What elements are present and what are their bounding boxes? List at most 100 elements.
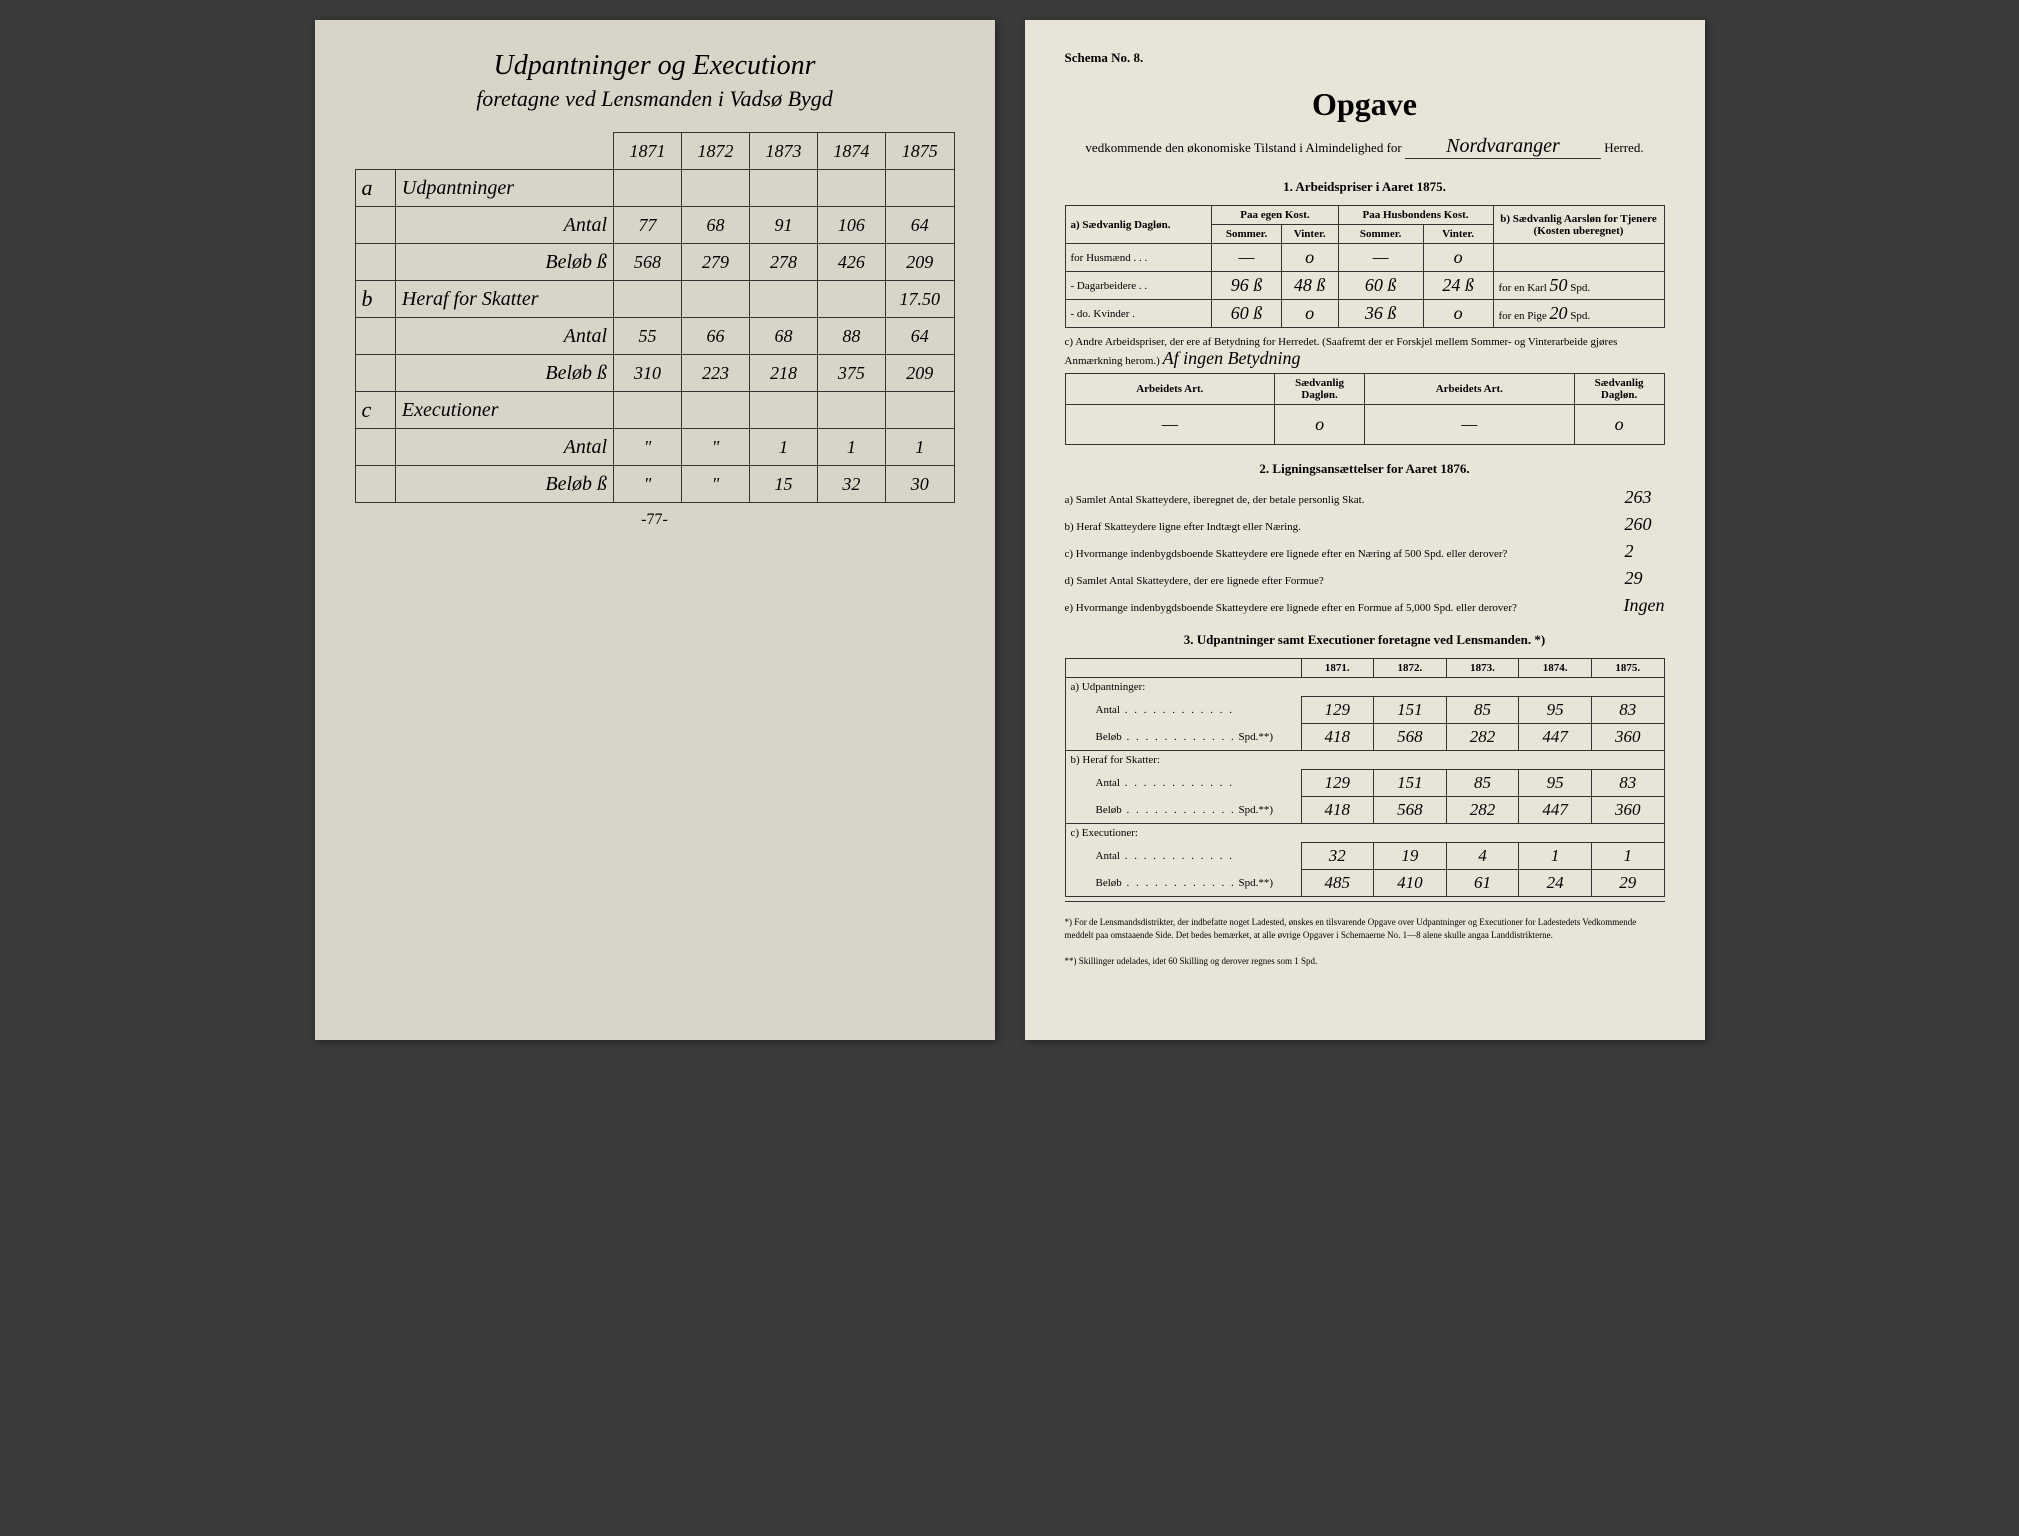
cell: 568 <box>1374 797 1447 824</box>
cell: 282 <box>1446 797 1519 824</box>
cell: 129 <box>1301 697 1374 724</box>
cell: 95 <box>1519 697 1592 724</box>
subtitle-line: vedkommende den økonomiske Tilstand i Al… <box>1065 135 1665 159</box>
cell: 485 <box>1301 870 1374 897</box>
cell: 209 <box>885 244 954 281</box>
row-label: - Dagarbeidere . . <box>1065 272 1212 300</box>
lig-line: c) Hvormange indenbygdsboende Skatteyder… <box>1065 541 1665 562</box>
execution-table: 1871. 1872. 1873. 1874. 1875. a) Udpantn… <box>1065 658 1665 897</box>
cell: 568 <box>614 244 682 281</box>
cell: o <box>1574 405 1664 445</box>
cell: 61 <box>1446 870 1519 897</box>
cell: 30 <box>885 466 954 503</box>
year-header: 1874. <box>1519 659 1592 678</box>
cell: 1 <box>885 429 954 466</box>
cell: for en Pige 20 Spd. <box>1493 300 1664 328</box>
th-vinter: Vinter. <box>1281 225 1338 244</box>
section-heading: Executioner <box>395 392 613 429</box>
work-prices-table: a) Sædvanlig Dagløn. Paa egen Kost. Paa … <box>1065 205 1665 328</box>
footnote-1: *) For de Lensmandsdistrikter, der indbe… <box>1065 916 1665 941</box>
th-husb: Paa Husbondens Kost. <box>1338 206 1493 225</box>
cell <box>1493 244 1664 272</box>
cell: 410 <box>1374 870 1447 897</box>
group-head: b) Heraf for Skatter: <box>1065 751 1664 770</box>
cell: 360 <box>1591 797 1664 824</box>
schema-number: Schema No. 8. <box>1065 50 1665 66</box>
row-label: Antal <box>1065 697 1301 724</box>
cell: 32 <box>1301 843 1374 870</box>
cell: 24 ß <box>1423 272 1493 300</box>
cell: 360 <box>1591 724 1664 751</box>
year-header: 1875 <box>885 133 954 170</box>
year-header: 1872. <box>1374 659 1447 678</box>
cell: 29 <box>1591 870 1664 897</box>
section-heading: Heraf for Skatter <box>395 281 613 318</box>
cell: o <box>1423 244 1493 272</box>
cell: 310 <box>614 355 682 392</box>
th-art: Arbeidets Art. <box>1065 374 1275 405</box>
cell: 48 ß <box>1281 272 1338 300</box>
row-label: Beløb ß <box>395 244 613 281</box>
th-daglon: a) Sædvanlig Dagløn. <box>1065 206 1212 244</box>
th-vinter: Vinter. <box>1423 225 1493 244</box>
note-c-hand: Af ingen Betydning <box>1163 348 1301 368</box>
row-label: Antal <box>395 429 613 466</box>
th-egen: Paa egen Kost. <box>1212 206 1338 225</box>
row-label: Beløb Spd.**) <box>1065 724 1301 751</box>
row-label: Antal <box>1065 770 1301 797</box>
section2-title: 2. Ligningsansættelser for Aaret 1876. <box>1065 461 1665 477</box>
footnote-2: **) Skillinger udelades, idet 60 Skillin… <box>1065 955 1665 968</box>
cell: 418 <box>1301 797 1374 824</box>
cell: 91 <box>749 207 817 244</box>
cell: 83 <box>1591 697 1664 724</box>
lig-val: 29 <box>1625 568 1665 589</box>
year-header: 1875. <box>1591 659 1664 678</box>
row-label: Beløb ß <box>395 355 613 392</box>
cell: o <box>1281 244 1338 272</box>
cell: 106 <box>817 207 885 244</box>
cell: 60 ß <box>1338 272 1423 300</box>
lig-line: a) Samlet Antal Skatteydere, iberegnet d… <box>1065 487 1665 508</box>
cell: 55 <box>614 318 682 355</box>
cell: 447 <box>1519 724 1592 751</box>
year-header: 1871 <box>614 133 682 170</box>
cell: 85 <box>1446 697 1519 724</box>
cell: 1 <box>749 429 817 466</box>
cell: 209 <box>885 355 954 392</box>
row-label: Beløb ß <box>395 466 613 503</box>
th-sommer: Sommer. <box>1338 225 1423 244</box>
right-page: Schema No. 8. Opgave vedkommende den øko… <box>1025 20 1705 1040</box>
row-label: Antal <box>395 207 613 244</box>
left-table: 1871 1872 1873 1874 1875 a Udpantninger … <box>355 132 955 503</box>
cell: 568 <box>1374 724 1447 751</box>
cell: 83 <box>1591 770 1664 797</box>
lig-val: 263 <box>1625 487 1665 508</box>
sub-suffix: Herred. <box>1604 140 1643 155</box>
left-title: Udpantninger og Executionr <box>355 50 955 82</box>
section-letter: a <box>355 170 395 207</box>
section-letter: b <box>355 281 395 318</box>
cell: 24 <box>1519 870 1592 897</box>
year-header: 1874 <box>817 133 885 170</box>
opgave-title: Opgave <box>1065 86 1665 123</box>
year-header: 1873 <box>749 133 817 170</box>
year-header: 1871. <box>1301 659 1374 678</box>
note-c: c) Andre Arbeidspriser, der ere af Betyd… <box>1065 336 1665 369</box>
lig-line: e) Hvormange indenbygdsboende Skatteyder… <box>1065 595 1665 616</box>
left-page: Udpantninger og Executionr foretagne ved… <box>315 20 995 1040</box>
section-heading: Udpantninger <box>395 170 613 207</box>
cell: 95 <box>1519 770 1592 797</box>
row-label: Antal <box>1065 843 1301 870</box>
row-label: - do. Kvinder . <box>1065 300 1212 328</box>
other-work-table: Arbeidets Art. Sædvanlig Dagløn. Arbeide… <box>1065 373 1665 445</box>
cell: 60 ß <box>1212 300 1281 328</box>
cell: 32 <box>817 466 885 503</box>
cell: 129 <box>1301 770 1374 797</box>
cell: 151 <box>1374 697 1447 724</box>
lig-val: 2 <box>1625 541 1665 562</box>
cell: 64 <box>885 207 954 244</box>
cell: 151 <box>1374 770 1447 797</box>
year-header: 1872 <box>681 133 749 170</box>
row-label: Beløb Spd.**) <box>1065 797 1301 824</box>
section-letter: c <box>355 392 395 429</box>
